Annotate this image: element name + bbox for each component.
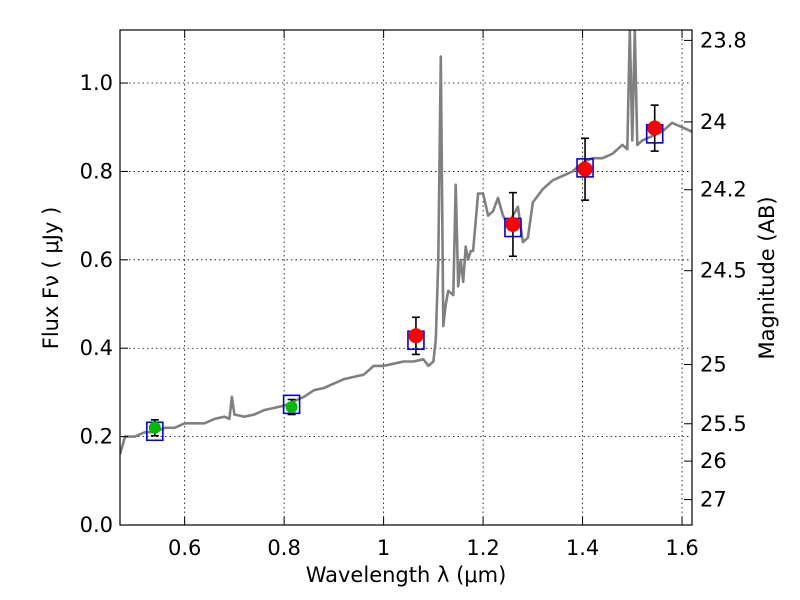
observed-red-point xyxy=(647,120,663,136)
y-tick-label: 0.8 xyxy=(80,159,113,183)
mag-tick-label: 25.5 xyxy=(700,412,747,436)
y-tick-label: 1.0 xyxy=(80,71,113,95)
y-tick-label: 0.4 xyxy=(80,336,113,360)
axes: 0.6 0.8 1 1.2 1.4 1.6 0.0 0.2 0.4 0.6 0.8 1.0 23.8 24… xyxy=(80,28,747,560)
sed-model-line xyxy=(120,30,692,455)
x-tick-label: 0.8 xyxy=(267,536,300,560)
observed-green-point xyxy=(285,400,298,413)
observed-red-point xyxy=(408,328,424,344)
x-tick-label: 0.6 xyxy=(168,536,201,560)
right-axis-label: Magnitude (AB) xyxy=(755,196,779,359)
x-tick-label: 1.6 xyxy=(665,536,698,560)
x-axis-label: Wavelength λ (μm) xyxy=(306,563,507,587)
mag-tick-label: 24 xyxy=(700,110,727,134)
mag-tick-label: 27 xyxy=(700,488,727,512)
x-tick-label: 1.2 xyxy=(466,536,499,560)
mag-tick-label: 26 xyxy=(700,449,727,473)
observed-red-point xyxy=(505,216,521,232)
y-tick-label: 0.6 xyxy=(80,248,113,272)
x-tick-label: 1.4 xyxy=(566,536,599,560)
x-tick-label: 1 xyxy=(377,536,390,560)
mag-tick-label: 24.2 xyxy=(700,178,747,202)
grid-lines xyxy=(120,30,692,526)
y-tick-label: 0.2 xyxy=(80,425,113,449)
observed-red-point xyxy=(577,161,593,177)
observed-green-point xyxy=(148,421,161,434)
y-tick-label: 0.0 xyxy=(80,513,113,537)
mag-tick-label: 25 xyxy=(700,353,727,377)
mag-tick-label: 23.8 xyxy=(700,28,747,52)
y-axis-label: Flux Fν ( μJy ) xyxy=(39,207,63,350)
plot-frame xyxy=(119,29,693,526)
mag-tick-label: 24.5 xyxy=(700,259,747,283)
